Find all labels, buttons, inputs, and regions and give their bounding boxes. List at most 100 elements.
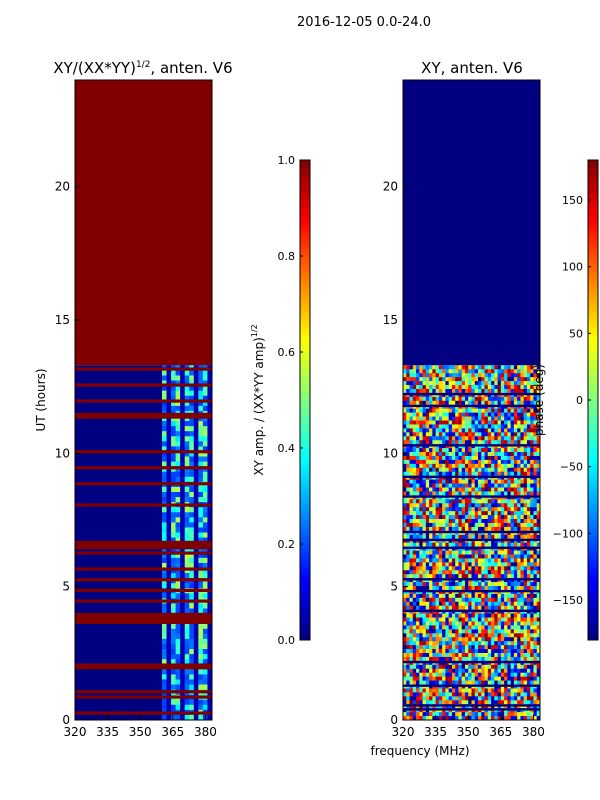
heatmap-cell [517, 621, 521, 626]
heatmap-cell [409, 424, 414, 429]
heatmap-cell [406, 483, 410, 488]
heatmap-cell [494, 428, 498, 433]
heatmap-cell [487, 605, 492, 610]
heatmap-cell [455, 448, 459, 453]
heatmap-cell [481, 459, 485, 465]
heatmap-cell [451, 428, 456, 433]
heatmap-cell [184, 421, 190, 427]
heatmap-cell [458, 692, 463, 697]
heatmap-cell [507, 716, 511, 721]
heatmap-cell [419, 629, 423, 634]
heatmap-cell [189, 466, 195, 473]
heatmap-cell [507, 455, 511, 461]
heatmap-cell [484, 522, 489, 528]
heatmap-cell [481, 716, 485, 721]
heatmap-cell [425, 586, 430, 591]
heatmap-cell [442, 633, 446, 638]
heatmap-cell [416, 645, 420, 650]
colorbar-step [300, 448, 310, 453]
heatmap-cell [533, 365, 538, 370]
heatmap-cell [189, 633, 195, 640]
heatmap-cell [500, 467, 505, 473]
heatmap-cell [442, 593, 446, 599]
heatmap-cell [520, 676, 524, 681]
heatmap-cell [438, 637, 443, 642]
heatmap-cell [481, 471, 485, 476]
heatmap-cell [419, 574, 423, 579]
heatmap-cell [497, 534, 502, 540]
heatmap-cell [530, 440, 534, 445]
heatmap-cell [494, 412, 498, 417]
heatmap-cell [487, 668, 492, 674]
heatmap-cell [491, 388, 495, 394]
heatmap-cell [494, 491, 498, 496]
heatmap-cell [484, 511, 489, 516]
heatmap-cell [184, 674, 190, 680]
heatmap-cell [445, 534, 449, 540]
heatmap-cell [189, 659, 195, 665]
heatmap-cell [403, 471, 407, 476]
heatmap-cell [403, 550, 407, 555]
colorbar-step [300, 456, 310, 461]
heatmap-cell [432, 459, 436, 465]
heatmap-cell [445, 448, 449, 453]
heatmap-cell [504, 649, 508, 654]
heatmap-cell [491, 664, 495, 670]
heatmap-cell [526, 373, 531, 378]
heatmap-cell [445, 597, 449, 603]
heatmap-cell [471, 511, 476, 516]
heatmap-cell [435, 471, 440, 476]
heatmap-cell [419, 455, 423, 461]
heatmap-cell [425, 664, 430, 670]
heatmap-cell [461, 570, 466, 575]
heatmap-cell [429, 385, 433, 390]
heatmap-cell [406, 448, 410, 453]
heatmap-cell [484, 412, 489, 417]
heatmap-cell [536, 400, 541, 406]
heatmap-cell [409, 692, 414, 697]
heatmap-cell [432, 408, 436, 413]
heatmap-cell [175, 375, 181, 381]
heatmap-cell [513, 448, 518, 453]
heatmap-cell [520, 574, 524, 579]
heatmap-cell [491, 385, 495, 390]
heatmap-cell [474, 373, 479, 378]
heatmap-cell [478, 716, 482, 721]
heatmap-cell [198, 562, 204, 569]
flagged-row [75, 567, 212, 571]
heatmap-cell [523, 688, 528, 693]
heatmap-cell [429, 688, 433, 693]
heatmap-cell [180, 704, 186, 711]
heatmap-cell [432, 562, 436, 567]
heatmap-cell [403, 483, 407, 488]
heatmap-cell [406, 420, 410, 425]
heatmap-cell [180, 522, 186, 528]
heatmap-cell [504, 515, 508, 520]
heatmap-cell [464, 381, 469, 386]
heatmap-cell [180, 492, 186, 498]
flagged-row [75, 615, 212, 619]
colorbar-step [588, 196, 598, 201]
heatmap-cell [517, 653, 521, 658]
colorbar-step [300, 316, 310, 321]
heatmap-cell [448, 483, 453, 488]
heatmap-cell [442, 621, 446, 626]
heatmap-cell [468, 542, 472, 547]
heatmap-cell [458, 396, 463, 402]
heatmap-cell [536, 522, 541, 528]
heatmap-cell [458, 507, 463, 512]
heatmap-cell [478, 534, 482, 540]
heatmap-cell [207, 608, 213, 614]
heatmap-cell [497, 668, 502, 674]
colorbar-step [588, 388, 598, 393]
heatmap-cell [198, 492, 204, 498]
heatmap-cell [494, 712, 498, 717]
heatmap-cell [507, 562, 511, 567]
heatmap-cell [166, 416, 172, 422]
heatmap-cell [458, 440, 463, 445]
heatmap-cell [207, 492, 213, 498]
heatmap-cell [412, 696, 417, 701]
heatmap-cell [180, 370, 186, 376]
heatmap-cell [451, 515, 456, 520]
heatmap-cell [422, 542, 427, 547]
